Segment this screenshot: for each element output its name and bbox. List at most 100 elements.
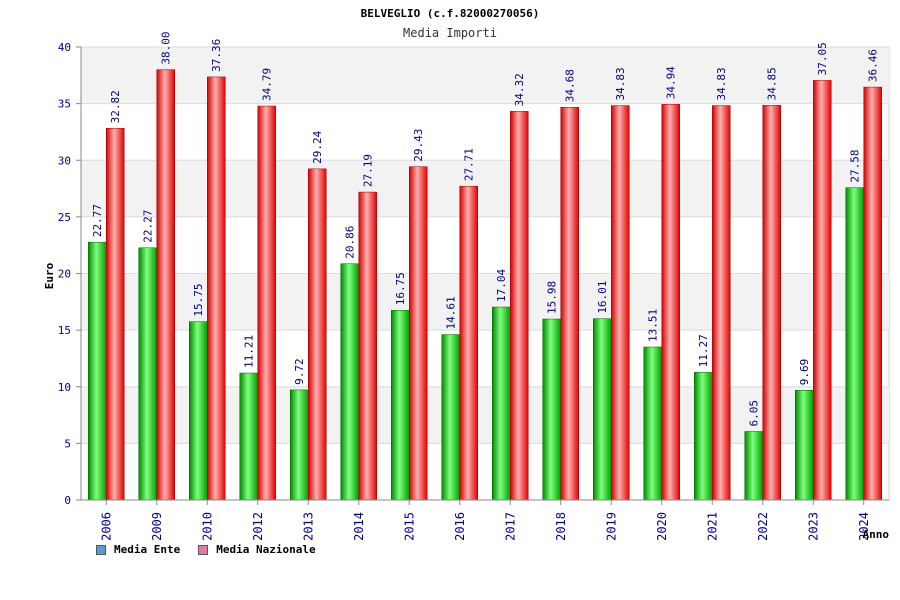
data-label: 37.05: [816, 42, 829, 75]
data-label: 20.86: [344, 226, 357, 259]
bar-media-ente: [593, 318, 612, 501]
bar-media-ente: [694, 372, 713, 501]
y-tick-label: 15: [58, 324, 71, 337]
bar-media-nazionale: [863, 86, 882, 501]
x-tick-label: 2014: [352, 512, 366, 541]
bar-media-nazionale: [712, 105, 731, 501]
x-axis: 2006 2009 2010 2012 2013 2014 2015 2016 2017 2018…: [81, 499, 889, 541]
data-label: 11.27: [697, 334, 710, 367]
y-axis: 0 5 10 15 20 25 30 35 40: [58, 41, 82, 507]
data-label: 15.98: [546, 281, 559, 314]
x-tick-label: 2012: [251, 512, 265, 541]
x-tick-label: 2024: [857, 512, 871, 541]
bar-media-nazionale: [207, 76, 226, 501]
data-label: 32.82: [109, 90, 122, 123]
bar-media-nazionale: [156, 69, 175, 501]
x-tick-label: 2006: [99, 512, 113, 541]
data-label: 27.19: [362, 154, 375, 187]
bar-media-ente: [542, 318, 561, 501]
x-tick-label: 2018: [554, 512, 568, 541]
legend-item-media-nazionale: Media Nazionale: [198, 543, 316, 556]
x-tick-label: 2013: [301, 512, 315, 541]
bar-media-nazionale: [560, 106, 579, 501]
bar-media-nazionale: [459, 185, 478, 501]
y-tick-label: 5: [64, 437, 71, 450]
data-label: 36.46: [867, 49, 880, 82]
bar-media-ente: [643, 346, 662, 501]
x-tick-label: 2010: [200, 512, 214, 541]
data-label: 22.77: [91, 204, 104, 237]
data-label: 16.75: [394, 272, 407, 305]
data-label: 34.85: [766, 67, 779, 100]
y-axis-label: Euro: [43, 262, 56, 289]
x-tick-label: 2019: [604, 512, 618, 541]
bar-media-nazionale: [762, 105, 781, 501]
data-label: 15.75: [192, 284, 205, 317]
x-tick-label: 2022: [756, 512, 770, 541]
bar-media-nazionale: [510, 111, 529, 501]
x-tick-label: 2020: [655, 512, 669, 541]
x-tick-label: 2009: [150, 512, 164, 541]
bar-media-ente: [391, 310, 410, 501]
bar-media-ente: [138, 247, 157, 501]
x-tick-label: 2015: [402, 512, 416, 541]
x-tick-label: 2021: [705, 512, 719, 541]
bar-media-nazionale: [106, 128, 125, 501]
legend-item-media-ente: Media Ente: [96, 543, 180, 556]
bar-media-ente: [290, 389, 309, 501]
data-label: 29.43: [412, 129, 425, 162]
x-tick-label: 2017: [503, 512, 517, 541]
data-label: 34.32: [513, 73, 526, 106]
data-label: 11.21: [243, 335, 256, 368]
data-label: 22.27: [142, 210, 155, 243]
data-label: 14.61: [445, 296, 458, 329]
data-label: 37.36: [210, 39, 223, 72]
y-tick-label: 10: [58, 381, 71, 394]
bar-media-nazionale: [813, 80, 832, 501]
data-label: 34.83: [614, 67, 627, 100]
data-label: 9.72: [293, 358, 306, 385]
legend-label-media-nazionale: Media Nazionale: [216, 543, 316, 556]
y-tick-label: 20: [58, 268, 71, 281]
data-label: 27.71: [463, 148, 476, 181]
legend: Media Ente Media Nazionale: [96, 543, 334, 556]
bars: 22.77 32.82 22.27 38.00 15.75 37.36 11.21 34.79…: [88, 32, 882, 501]
data-label: 34.94: [665, 66, 678, 99]
data-label: 17.04: [495, 269, 508, 302]
y-tick-label: 40: [58, 41, 71, 54]
chart-title: BELVEGLIO (c.f.82000270056): [361, 7, 540, 20]
data-label: 38.00: [160, 32, 173, 65]
data-label: 13.51: [647, 309, 660, 342]
bar-media-nazionale: [409, 166, 428, 501]
bar-media-ente: [744, 431, 763, 501]
data-label: 34.83: [715, 67, 728, 100]
x-tick-label: 2016: [453, 512, 467, 541]
bar-media-nazionale: [308, 168, 327, 501]
bar-media-ente: [492, 306, 511, 501]
bar-media-ente: [239, 372, 258, 501]
x-tick-label: 2023: [806, 512, 820, 541]
bar-media-nazionale: [358, 191, 377, 501]
data-label: 16.01: [596, 281, 609, 314]
data-label: 34.79: [261, 68, 274, 101]
legend-swatch-media-nazionale: [198, 544, 209, 555]
legend-swatch-media-ente: [96, 544, 106, 555]
bar-media-nazionale: [257, 105, 276, 501]
chart-subtitle: Media Importi: [403, 26, 497, 40]
bar-media-ente: [795, 390, 814, 501]
x-axis-label: Anno: [863, 528, 890, 541]
bar-media-ente: [88, 241, 107, 501]
legend-label-media-ente: Media Ente: [114, 543, 181, 556]
bar-media-nazionale: [661, 104, 680, 501]
data-label: 34.68: [564, 69, 577, 102]
y-tick-label: 35: [58, 98, 71, 111]
y-tick-label: 25: [58, 211, 71, 224]
data-label: 9.69: [798, 359, 811, 386]
data-label: 6.05: [748, 400, 761, 427]
data-label: 27.58: [849, 150, 862, 183]
data-label: 29.24: [311, 130, 324, 163]
bar-media-ente: [441, 334, 460, 501]
y-tick-label: 30: [58, 154, 71, 167]
bar-media-ente: [340, 263, 359, 501]
